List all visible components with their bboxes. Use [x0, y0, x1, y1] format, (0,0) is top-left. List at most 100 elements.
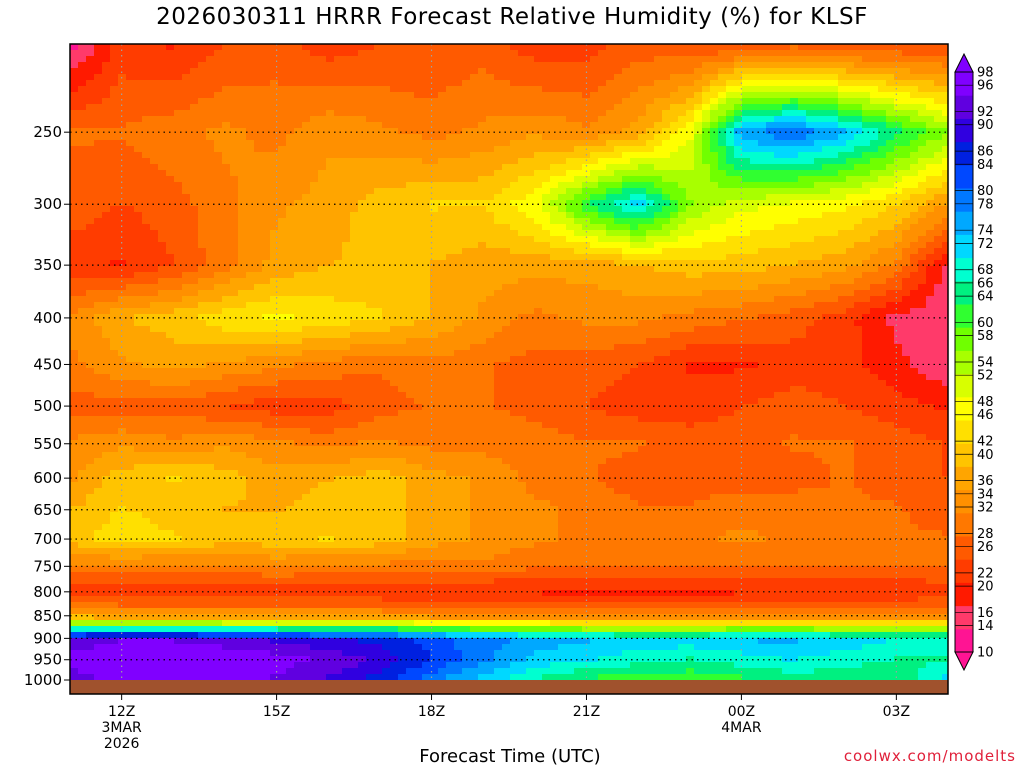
heatmap-cell: [646, 188, 655, 195]
heatmap-cell: [694, 140, 703, 147]
heatmap-cell: [718, 266, 727, 273]
heatmap-cell: [614, 284, 623, 291]
heatmap-cell: [622, 236, 631, 243]
heatmap-cell: [590, 218, 599, 225]
heatmap-cell: [670, 92, 679, 99]
heatmap-cell: [878, 194, 887, 201]
heatmap-cell: [342, 176, 351, 183]
heatmap-cell: [110, 56, 119, 63]
heatmap-cell: [446, 284, 455, 291]
heatmap-cell: [414, 200, 423, 207]
heatmap-cell: [558, 104, 567, 111]
heatmap-cell: [438, 56, 447, 63]
heatmap-cell: [590, 194, 599, 201]
heatmap-cell: [678, 56, 687, 63]
heatmap-cell: [374, 212, 383, 219]
heatmap-cell: [270, 296, 279, 303]
heatmap-cell: [926, 74, 935, 81]
heatmap-cell: [862, 140, 871, 147]
heatmap-cell: [142, 260, 151, 267]
heatmap-cell: [398, 62, 407, 69]
heatmap-cell: [278, 212, 287, 219]
heatmap-cell: [238, 272, 247, 279]
heatmap-cell: [326, 116, 335, 123]
heatmap-cell: [166, 56, 175, 63]
heatmap-cell: [222, 158, 231, 165]
heatmap-cell: [318, 182, 327, 189]
heatmap-cell: [622, 176, 631, 183]
heatmap-cell: [334, 116, 343, 123]
heatmap-cell: [86, 266, 95, 273]
heatmap-cell: [262, 92, 271, 99]
heatmap-cell: [294, 182, 303, 189]
heatmap-cell: [358, 188, 367, 195]
heatmap-cell: [518, 116, 527, 123]
heatmap-cell: [214, 146, 223, 153]
heatmap-cell: [790, 260, 799, 267]
heatmap-cell: [390, 212, 399, 219]
heatmap-cell: [438, 290, 447, 297]
heatmap-cell: [606, 110, 615, 117]
heatmap-cell: [870, 68, 879, 75]
heatmap-cell: [518, 236, 527, 243]
heatmap-cell: [838, 116, 847, 123]
heatmap-cell: [598, 98, 607, 105]
heatmap-cell: [222, 116, 231, 123]
heatmap-cell: [214, 218, 223, 225]
heatmap-cell: [86, 278, 95, 285]
heatmap-cell: [702, 224, 711, 231]
heatmap-cell: [926, 158, 935, 165]
heatmap-cell: [614, 266, 623, 273]
heatmap-cell: [758, 260, 767, 267]
heatmap-cell: [902, 236, 911, 243]
heatmap-cell: [822, 86, 831, 93]
heatmap-cell: [718, 248, 727, 255]
heatmap-cell: [830, 92, 839, 99]
heatmap-cell: [334, 188, 343, 195]
heatmap-cell: [102, 236, 111, 243]
heatmap-cell: [622, 74, 631, 81]
heatmap-cell: [678, 242, 687, 249]
heatmap-cell: [566, 98, 575, 105]
heatmap-cell: [294, 200, 303, 207]
heatmap-cell: [542, 218, 551, 225]
heatmap-cell: [830, 86, 839, 93]
heatmap-cell: [494, 194, 503, 201]
heatmap-cell: [918, 308, 927, 315]
heatmap-cell: [734, 218, 743, 225]
heatmap-cell: [78, 134, 87, 141]
heatmap-cell: [854, 92, 863, 99]
heatmap-cell: [934, 74, 943, 81]
heatmap-cell: [822, 152, 831, 159]
heatmap-cell: [766, 74, 775, 81]
heatmap-cell: [462, 308, 471, 315]
heatmap-cell: [606, 278, 615, 285]
heatmap-cell: [270, 308, 279, 315]
heatmap-cell: [454, 308, 463, 315]
heatmap-cell: [582, 290, 591, 297]
heatmap-cell: [518, 206, 527, 213]
heatmap-cell: [262, 158, 271, 165]
heatmap-cell: [86, 176, 95, 183]
heatmap-cell: [358, 182, 367, 189]
heatmap-cell: [94, 74, 103, 81]
heatmap-cell: [406, 182, 415, 189]
heatmap-cell: [790, 248, 799, 255]
heatmap-cell: [230, 44, 239, 51]
heatmap-cell: [462, 80, 471, 87]
heatmap-cell: [190, 290, 199, 297]
heatmap-cell: [454, 128, 463, 135]
heatmap-cell: [206, 98, 215, 105]
heatmap-cell: [766, 254, 775, 261]
heatmap-cell: [718, 200, 727, 207]
heatmap-cell: [150, 74, 159, 81]
heatmap-cell: [430, 296, 439, 303]
heatmap-cell: [830, 218, 839, 225]
heatmap-cell: [246, 158, 255, 165]
heatmap-cell: [582, 98, 591, 105]
heatmap-cell: [286, 80, 295, 87]
heatmap-cell: [238, 260, 247, 267]
heatmap-cell: [822, 140, 831, 147]
heatmap-cell: [174, 164, 183, 171]
heatmap-cell: [406, 236, 415, 243]
